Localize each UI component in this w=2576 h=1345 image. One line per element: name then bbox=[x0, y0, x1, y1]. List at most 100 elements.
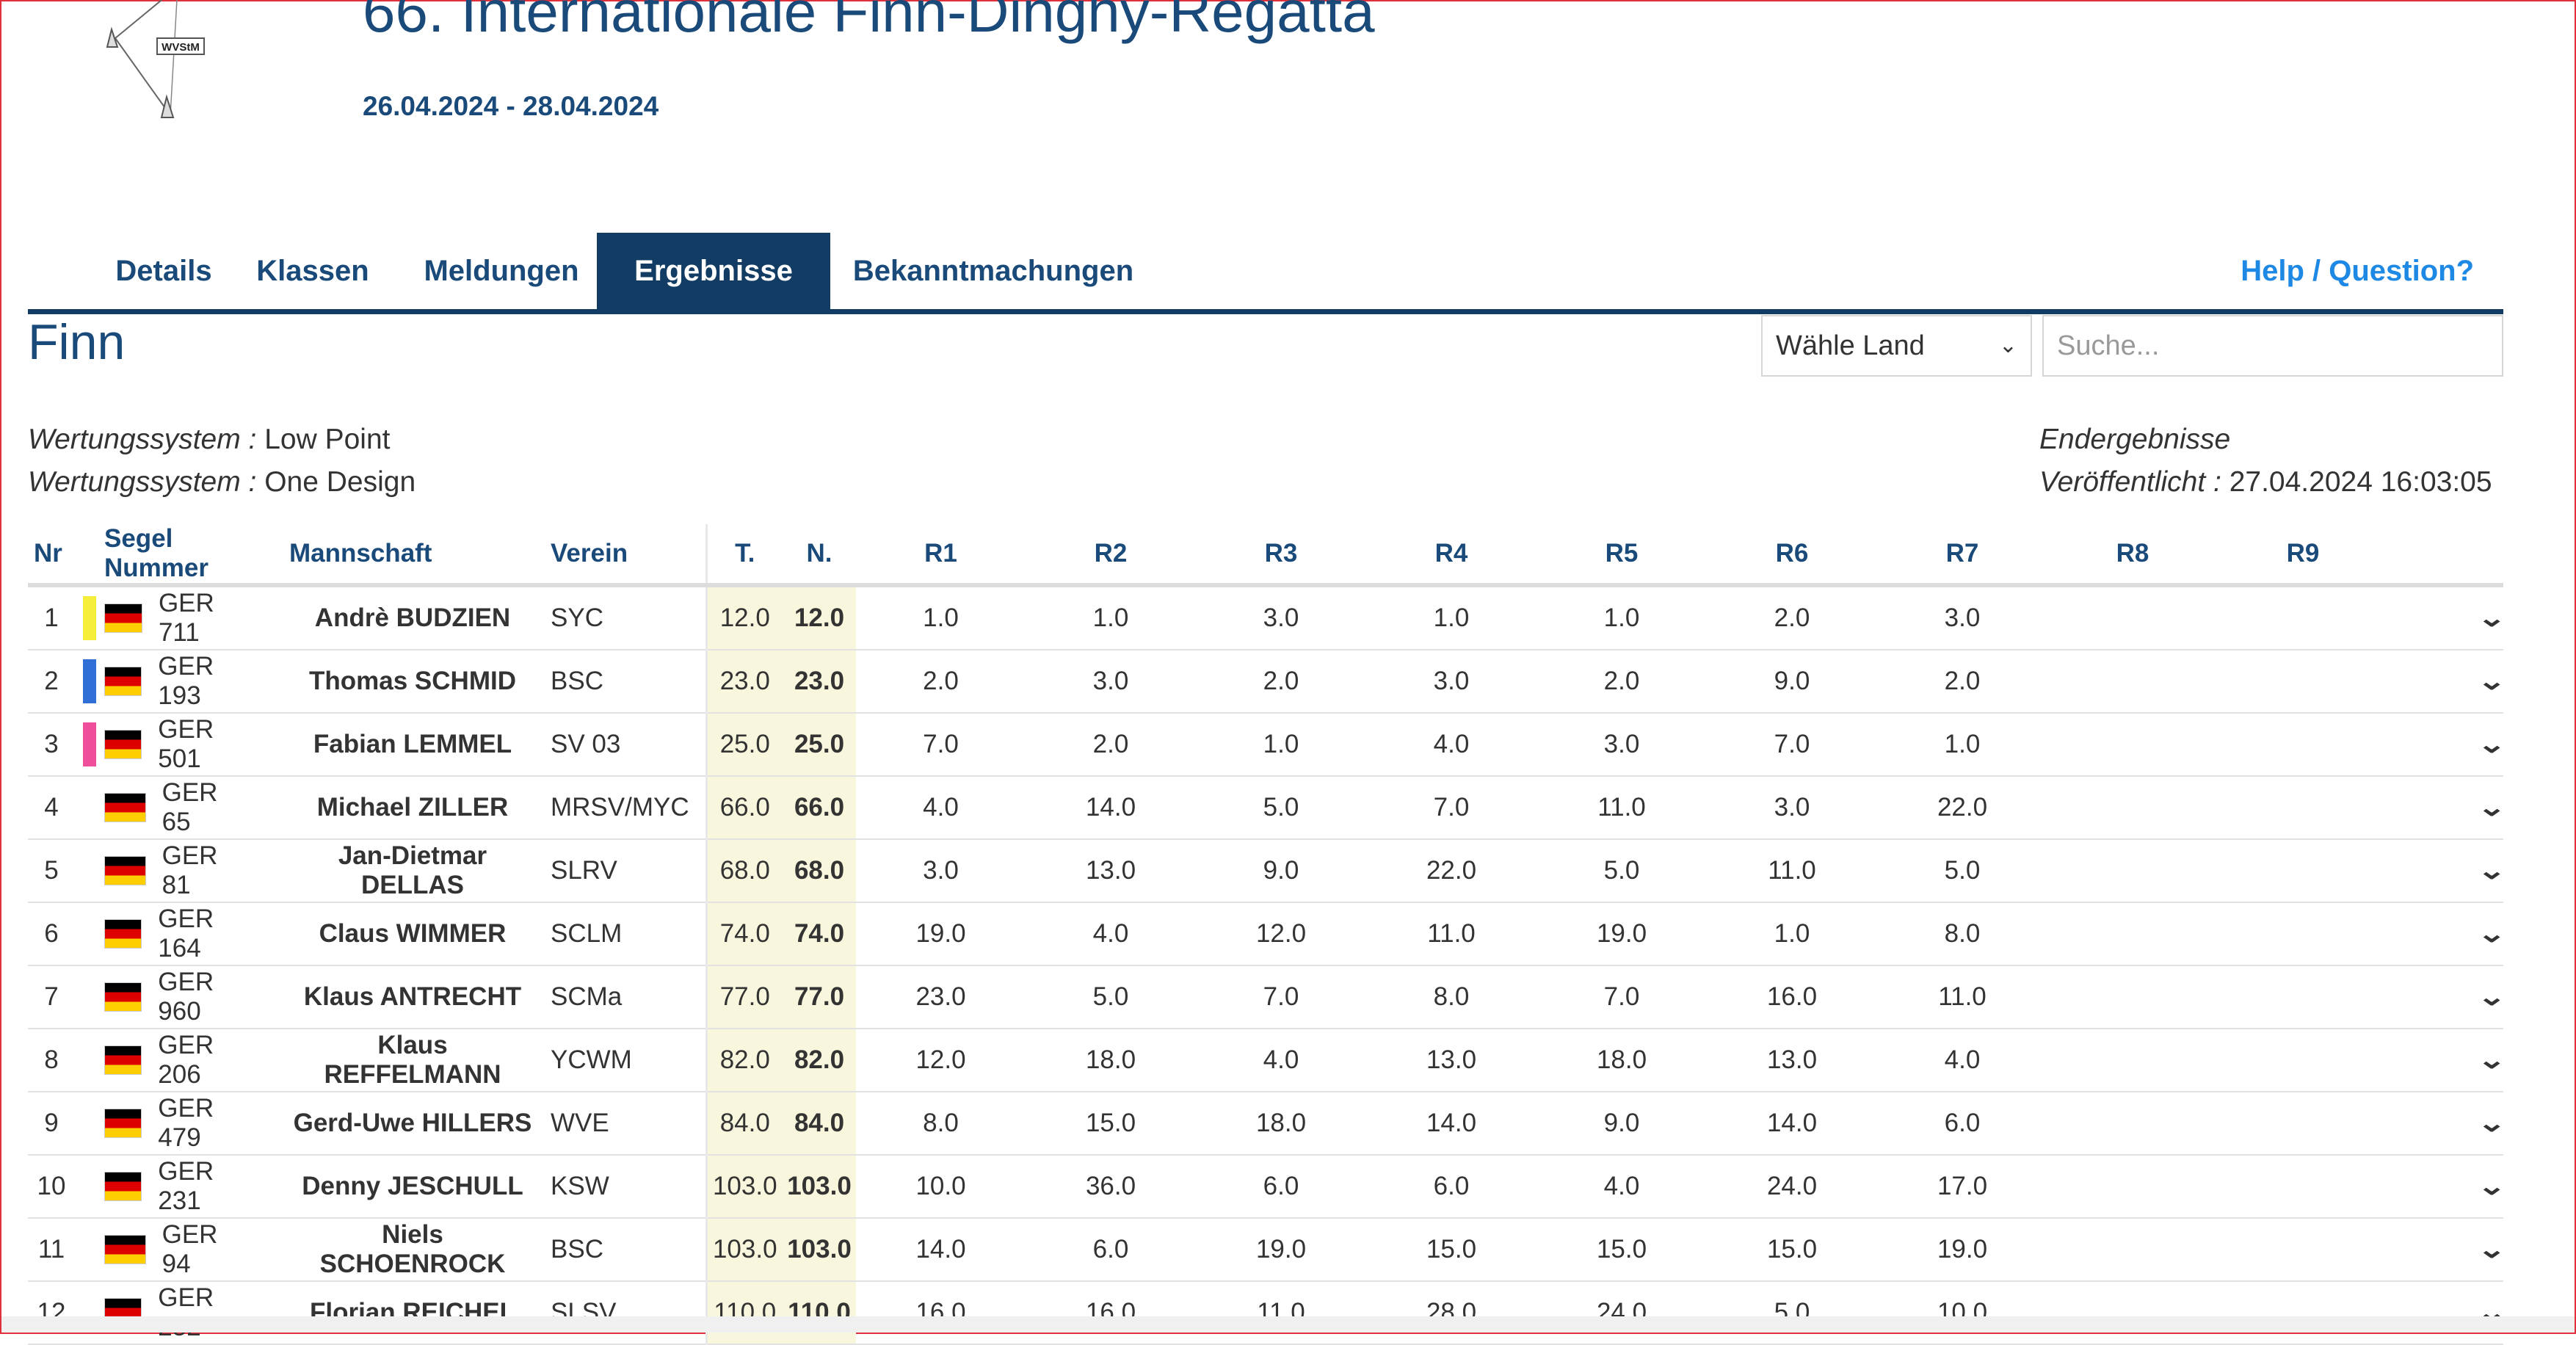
chevron-down-icon[interactable]: ⌄ bbox=[2476, 983, 2506, 1011]
net-points: 103.0 bbox=[783, 1155, 856, 1219]
help-link[interactable]: Help / Question? bbox=[2241, 255, 2474, 287]
col-net[interactable]: N. bbox=[783, 524, 856, 587]
race-result bbox=[2047, 1029, 2218, 1092]
crew-name[interactable]: Claus WIMMER bbox=[251, 902, 536, 966]
table-row[interactable]: 7 GER 960 Klaus ANTRECHT SCMa 77.0 77.0 23.0 5.… bbox=[28, 965, 2506, 1029]
chevron-down-icon[interactable]: ⌄ bbox=[2476, 1046, 2506, 1074]
chevron-down-icon[interactable]: ⌄ bbox=[2476, 730, 2506, 758]
chevron-down-icon[interactable]: ⌄ bbox=[2476, 1172, 2506, 1200]
race-result: 3.0 bbox=[1366, 650, 1536, 714]
race-result: 4.0 bbox=[1366, 713, 1536, 777]
race-result: 3.0 bbox=[1026, 650, 1196, 714]
crew-name[interactable]: Klaus ANTRECHT bbox=[251, 965, 536, 1029]
chevron-down-icon[interactable]: ⌄ bbox=[2476, 667, 2506, 695]
chevron-down-icon[interactable]: ⌄ bbox=[2476, 1109, 2506, 1137]
table-row[interactable]: 3 GER 501 Fabian LEMMEL SV 03 25.0 25.0 7.0 2.0… bbox=[28, 713, 2506, 777]
race-result: 28.0 bbox=[1366, 1281, 1536, 1345]
sail-number: GER 711 bbox=[158, 589, 214, 647]
race-result bbox=[2047, 585, 2218, 650]
chevron-down-icon[interactable]: ⌄ bbox=[2476, 920, 2506, 948]
tab-details[interactable]: Details bbox=[115, 255, 212, 287]
flag-germany-icon bbox=[104, 919, 142, 949]
race-result bbox=[2047, 713, 2218, 777]
col-crew[interactable]: Mannschaft bbox=[251, 524, 536, 587]
crew-name[interactable]: Niels SCHOENROCK bbox=[251, 1218, 536, 1282]
table-row[interactable]: 1 GER 711 Andrè BUDZIEN SYC 12.0 12.0 1.0 1.0 3.… bbox=[28, 585, 2506, 650]
scoring-system-1: Low Point bbox=[264, 424, 391, 455]
race-result: 18.0 bbox=[1196, 1092, 1366, 1156]
race-result: 5.0 bbox=[1877, 839, 2047, 903]
table-row[interactable]: 11 GER 94 Niels SCHOENROCK BSC 103.0 103.0 14.… bbox=[28, 1218, 2506, 1282]
table-row[interactable]: 2 GER 193 Thomas SCHMID BSC 23.0 23.0 2.0 3.0 2.… bbox=[28, 650, 2506, 714]
crew-name[interactable]: Jan-Dietmar DELLAS bbox=[251, 839, 536, 903]
col-total[interactable]: T. bbox=[705, 524, 783, 587]
row-rank: 9 bbox=[28, 1092, 75, 1156]
race-result: 24.0 bbox=[1707, 1155, 1877, 1219]
crew-name[interactable]: Gerd-Uwe HILLERS bbox=[251, 1092, 536, 1156]
tab-meldungen[interactable]: Meldungen bbox=[424, 255, 579, 287]
col-club[interactable]: Verein bbox=[536, 524, 706, 587]
race-result: 2.0 bbox=[856, 650, 1026, 714]
col-r5[interactable]: R5 bbox=[1536, 524, 1707, 587]
col-r9[interactable]: R9 bbox=[2218, 524, 2388, 587]
race-result: 4.0 bbox=[1196, 1029, 1366, 1092]
col-r1[interactable]: R1 bbox=[856, 524, 1026, 587]
tab-bekanntmachungen[interactable]: Bekanntmachungen bbox=[852, 255, 1134, 287]
race-result bbox=[2218, 650, 2388, 714]
table-row[interactable]: 9 GER 479 Gerd-Uwe HILLERS WVE 84.0 84.0 8.0 15… bbox=[28, 1092, 2506, 1156]
crew-name[interactable]: Thomas SCHMID bbox=[251, 650, 536, 714]
race-result bbox=[2047, 650, 2218, 714]
race-result: 11.0 bbox=[1536, 776, 1707, 840]
race-result: 7.0 bbox=[1536, 965, 1707, 1029]
table-row[interactable]: 10 GER 231 Denny JESCHULL KSW 103.0 103.0 10.0… bbox=[28, 1155, 2506, 1219]
country-select[interactable]: Wähle Land ⌄ bbox=[1761, 315, 2032, 377]
col-r4[interactable]: R4 bbox=[1366, 524, 1536, 587]
total-points: 25.0 bbox=[705, 713, 783, 777]
results-table: Nr Segel Nummer Mannschaft Verein T. N. … bbox=[28, 524, 2506, 1345]
logo-text: WVStM bbox=[162, 41, 200, 54]
tab-ergebnisse[interactable]: Ergebnisse bbox=[597, 233, 830, 309]
col-r3[interactable]: R3 bbox=[1196, 524, 1366, 587]
race-result bbox=[2047, 1218, 2218, 1282]
race-result: 16.0 bbox=[1707, 965, 1877, 1029]
sail-number: GER 65 bbox=[162, 778, 218, 836]
table-row[interactable]: 6 GER 164 Claus WIMMER SCLM 74.0 74.0 19.0 4.0 1… bbox=[28, 902, 2506, 966]
race-result: 6.0 bbox=[1366, 1155, 1536, 1219]
crew-name[interactable]: Michael ZILLER bbox=[251, 776, 536, 840]
net-points: 12.0 bbox=[783, 585, 856, 650]
race-result: 19.0 bbox=[1877, 1218, 2047, 1282]
chevron-down-icon[interactable]: ⌄ bbox=[2476, 604, 2506, 632]
crew-name[interactable]: Fabian LEMMEL bbox=[251, 713, 536, 777]
col-r8[interactable]: R8 bbox=[2047, 524, 2218, 587]
total-points: 82.0 bbox=[705, 1029, 783, 1092]
chevron-down-icon[interactable]: ⌄ bbox=[2476, 794, 2506, 822]
table-row[interactable]: 5 GER 81 Jan-Dietmar DELLAS SLRV 68.0 68.0 3.0… bbox=[28, 839, 2506, 903]
crew-name[interactable]: Florian REICHEL bbox=[251, 1281, 536, 1345]
chevron-down-icon[interactable]: ⌄ bbox=[2476, 1236, 2506, 1264]
flag-germany-icon bbox=[104, 1045, 142, 1075]
chevron-down-icon[interactable]: ⌄ bbox=[2476, 857, 2506, 885]
table-row[interactable]: 4 GER 65 Michael ZILLER MRSV/MYC 66.0 66.0 4.0… bbox=[28, 776, 2506, 840]
race-result bbox=[2218, 965, 2388, 1029]
race-result bbox=[2047, 1092, 2218, 1156]
table-header-row: Nr Segel Nummer Mannschaft Verein T. N. … bbox=[28, 524, 2503, 587]
club: SV 03 bbox=[536, 713, 706, 777]
col-r2[interactable]: R2 bbox=[1026, 524, 1196, 587]
table-row[interactable]: 8 GER 206 Klaus REFFELMANN YCWM 82.0 82.0 12.0… bbox=[28, 1029, 2506, 1092]
crew-name[interactable]: Denny JESCHULL bbox=[251, 1155, 536, 1219]
crew-name[interactable]: Klaus REFFELMANN bbox=[251, 1029, 536, 1092]
medal-marker bbox=[75, 965, 104, 1029]
crew-name[interactable]: Andrè BUDZIEN bbox=[251, 585, 536, 650]
row-rank: 3 bbox=[28, 713, 75, 777]
col-r6[interactable]: R6 bbox=[1707, 524, 1877, 587]
net-points: 82.0 bbox=[783, 1029, 856, 1092]
col-r7[interactable]: R7 bbox=[1877, 524, 2047, 587]
final-results-label: Endergebnisse bbox=[2039, 424, 2231, 455]
race-result: 8.0 bbox=[1366, 965, 1536, 1029]
tab-klassen[interactable]: Klassen bbox=[256, 255, 369, 287]
row-rank: 1 bbox=[28, 585, 75, 650]
search-input[interactable]: Suche... bbox=[2042, 315, 2503, 377]
col-sail-number[interactable]: Segel Nummer bbox=[104, 524, 251, 587]
col-nr[interactable]: Nr bbox=[28, 524, 75, 587]
